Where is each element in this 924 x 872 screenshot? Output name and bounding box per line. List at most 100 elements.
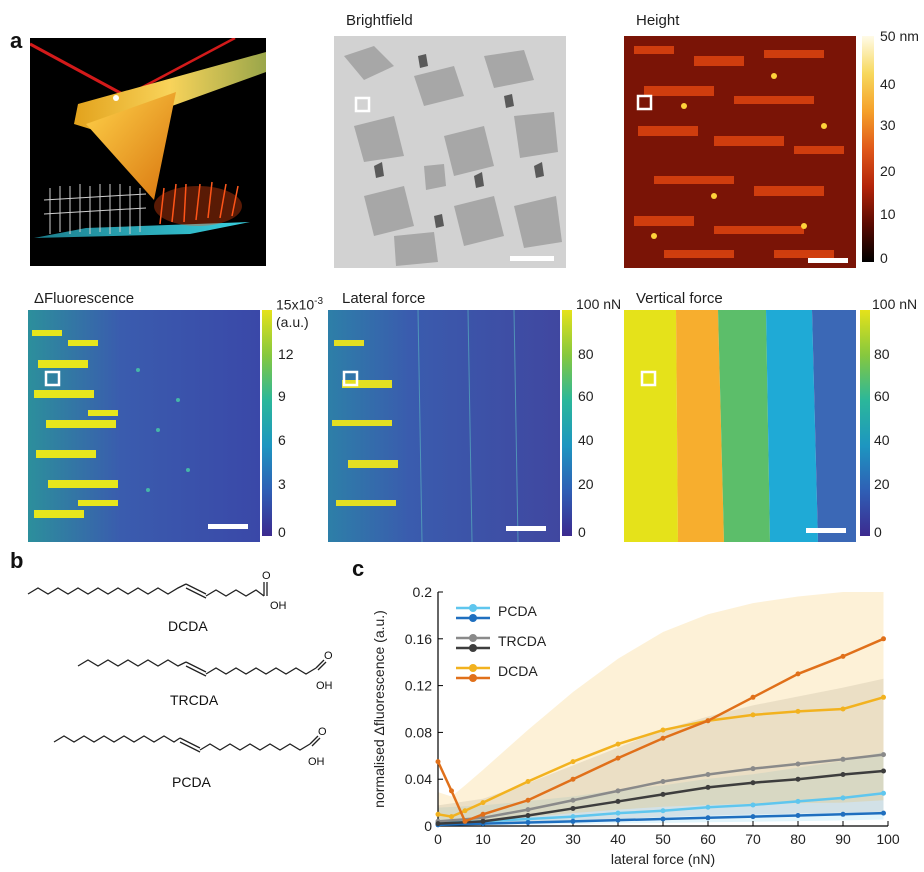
data-point	[705, 718, 711, 724]
lateral-title: Lateral force	[342, 290, 426, 307]
force-fluorescence-chart: 0 0.04 0.08 0.12 0.16 0.2 0 10 20 30 40 50 60 70 80 90 1…	[364, 578, 916, 868]
x-tick-label: 60	[700, 831, 716, 847]
roi-marker	[354, 96, 371, 113]
data-point	[435, 759, 441, 765]
data-point	[840, 795, 846, 801]
scale-bar	[506, 526, 546, 531]
data-point	[660, 816, 666, 822]
x-tick-label: 50	[655, 831, 671, 847]
data-point	[615, 817, 621, 823]
data-point	[525, 797, 531, 803]
data-point	[705, 804, 711, 810]
x-tick-label: 80	[790, 831, 806, 847]
data-point	[750, 814, 756, 820]
height-image	[624, 36, 856, 268]
x-tick-label: 90	[835, 831, 851, 847]
data-point	[615, 788, 621, 794]
data-point	[750, 712, 756, 718]
data-point	[881, 636, 886, 642]
data-point	[462, 808, 468, 814]
vertical-colorbar	[860, 310, 870, 536]
legend-label: PCDA	[498, 603, 538, 619]
panel-label-c: c	[352, 556, 365, 581]
error-band	[438, 592, 884, 825]
legend-label: DCDA	[498, 663, 538, 679]
x-tick-label: 20	[520, 831, 536, 847]
legend-marker	[469, 664, 477, 672]
oxygen-label: O	[324, 650, 333, 662]
data-point	[570, 759, 576, 765]
y-tick-label: 0.2	[413, 584, 433, 600]
vertical-tick: 20	[874, 476, 890, 492]
molecule-name-pcda: PCDA	[172, 774, 211, 790]
brightfield-image	[334, 36, 566, 268]
x-tick-label: 100	[876, 831, 900, 847]
data-point	[881, 694, 886, 700]
data-point	[570, 818, 576, 824]
data-point	[660, 779, 666, 785]
data-point	[480, 818, 486, 824]
data-point	[449, 788, 454, 794]
height-tick: 0	[880, 250, 888, 266]
data-point	[750, 766, 756, 772]
lateral-tick: 80	[578, 346, 594, 362]
lateral-tick: 0	[578, 524, 586, 540]
fluorescence-title: ΔFluorescence	[34, 290, 135, 307]
data-point	[525, 812, 531, 818]
vertical-tick: 0	[874, 524, 882, 540]
x-tick-label: 30	[565, 831, 581, 847]
fluorescence-colorbar	[262, 310, 272, 536]
data-point	[660, 791, 666, 797]
height-tick: 40	[880, 76, 896, 92]
hydroxyl-label: OH	[316, 680, 333, 692]
oxygen-label: O	[318, 726, 327, 738]
x-tick-label: 40	[610, 831, 626, 847]
y-tick-label: 0.12	[405, 678, 432, 694]
fluorescence-tick: 0	[278, 524, 286, 540]
data-point	[840, 772, 846, 778]
y-tick-label: 0	[424, 818, 432, 834]
data-point	[570, 805, 576, 811]
vertical-title: Vertical force	[636, 290, 723, 307]
height-title: Height	[636, 12, 680, 29]
legend-marker	[469, 674, 477, 682]
data-point	[480, 800, 486, 806]
structure-svg	[27, 582, 327, 753]
legend-marker	[469, 644, 477, 652]
legend-marker	[469, 634, 477, 642]
data-point	[705, 815, 711, 821]
fluorescence-tick: 6	[278, 432, 286, 448]
legend-label: TRCDA	[498, 633, 547, 649]
lateral-tick: 60	[578, 388, 594, 404]
hydroxyl-label: OH	[270, 600, 287, 612]
data-point	[570, 776, 576, 782]
fluorescence-unit: 15x10-3	[276, 296, 324, 313]
vertical-unit: 100 nN	[872, 296, 918, 312]
data-point	[525, 807, 531, 813]
data-point	[795, 671, 801, 677]
x-axis-label: lateral force (nN)	[611, 851, 715, 867]
height-tick: 30	[880, 117, 896, 133]
data-point	[750, 802, 756, 808]
x-tick-label: 10	[475, 831, 491, 847]
data-point	[660, 727, 666, 733]
data-point	[462, 818, 468, 824]
data-point	[795, 798, 801, 804]
oxygen-label: O	[262, 570, 271, 582]
data-point	[570, 797, 576, 803]
data-point	[525, 779, 531, 785]
data-point	[750, 694, 756, 700]
lateral-image	[328, 310, 560, 542]
y-tick-label: 0.16	[405, 631, 432, 647]
data-point	[881, 790, 886, 796]
data-point	[615, 810, 621, 816]
error-band	[438, 678, 884, 826]
y-tick-label: 0.04	[405, 771, 432, 787]
data-point	[750, 780, 756, 786]
y-axis-label: normalised Δfluorescence (a.u.)	[371, 610, 387, 808]
height-colorbar	[862, 36, 874, 262]
molecule-name-dcda: DCDA	[168, 618, 208, 634]
data-point	[705, 784, 711, 790]
data-point	[615, 755, 621, 761]
panel-label-a: a	[10, 28, 23, 53]
